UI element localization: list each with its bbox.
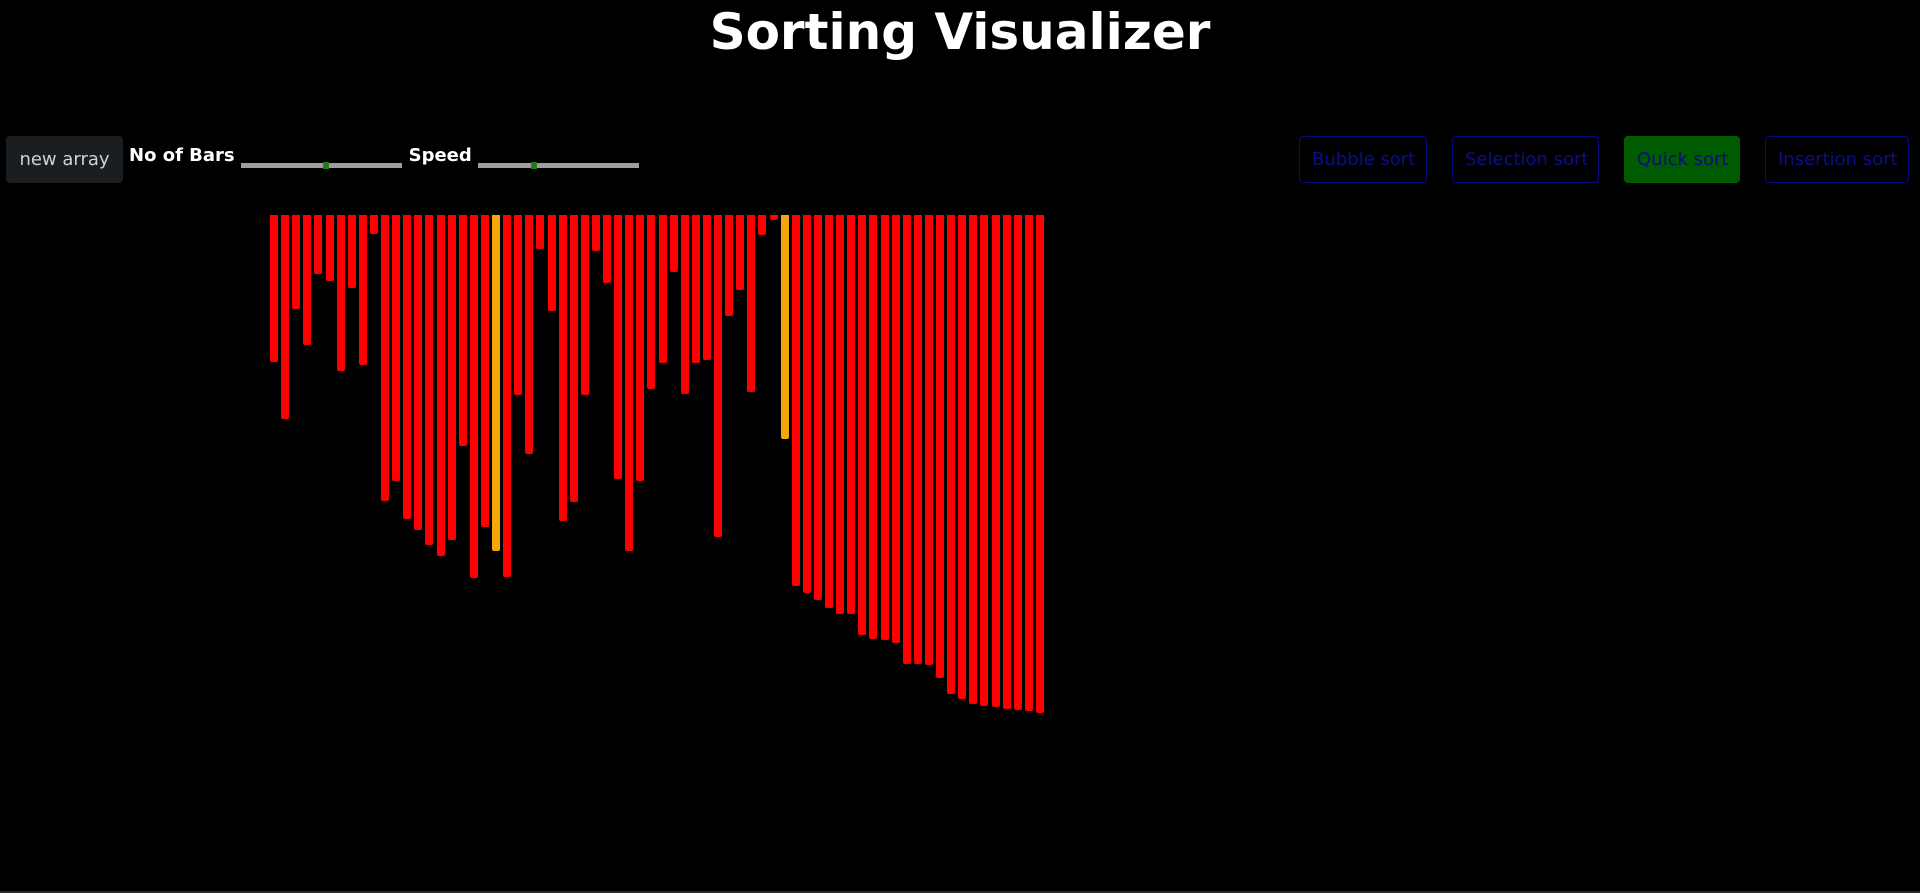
array-bar xyxy=(614,215,623,479)
array-bar xyxy=(847,215,856,614)
array-bar xyxy=(403,215,412,519)
array-bar xyxy=(325,215,334,281)
array-bar xyxy=(603,215,611,283)
array-bar xyxy=(480,215,489,527)
array-bar xyxy=(458,215,467,446)
array-bar xyxy=(281,215,290,419)
array-bar xyxy=(314,215,323,274)
array-bar xyxy=(725,215,734,316)
array-bar xyxy=(736,215,745,290)
speed-slider-track xyxy=(477,162,639,168)
array-bar xyxy=(358,215,367,365)
array-bar xyxy=(802,215,811,593)
array-bar xyxy=(991,215,1000,707)
array-bar xyxy=(825,215,833,608)
array-bar xyxy=(492,215,500,551)
selection-sort-button[interactable]: Selection sort xyxy=(1452,136,1599,183)
array-bar xyxy=(525,215,534,454)
bars-count-slider[interactable] xyxy=(240,150,402,170)
array-bar xyxy=(636,215,645,481)
array-bar xyxy=(625,215,634,551)
array-bar xyxy=(436,215,445,556)
array-bar xyxy=(392,215,401,481)
array-bar xyxy=(292,215,301,309)
array-bar xyxy=(669,215,678,272)
array-bar xyxy=(791,215,800,586)
new-array-button[interactable]: new array xyxy=(6,136,123,183)
array-bar xyxy=(924,215,933,665)
algorithm-buttons: Bubble sort Selection sort Quick sort In… xyxy=(1299,136,1909,183)
array-bar xyxy=(1024,215,1033,711)
array-bar xyxy=(880,215,889,640)
array-bar xyxy=(913,215,922,664)
bottom-divider xyxy=(0,891,1920,893)
array-bar xyxy=(891,215,900,643)
array-bar xyxy=(381,215,389,501)
array-bar xyxy=(547,215,556,311)
array-bar xyxy=(647,215,656,389)
array-bar xyxy=(369,215,378,234)
array-bar xyxy=(836,215,845,614)
array-bar xyxy=(980,215,989,706)
array-bar xyxy=(858,215,867,635)
array-bar xyxy=(503,215,512,577)
quick-sort-button[interactable]: Quick sort xyxy=(1624,136,1740,183)
speed-slider-thumb[interactable] xyxy=(531,161,538,169)
bars-slider-track xyxy=(240,162,402,168)
array-bar xyxy=(569,215,578,502)
array-bar xyxy=(580,215,589,395)
array-bar xyxy=(447,215,456,540)
array-bar xyxy=(1013,215,1022,710)
array-bar xyxy=(769,215,778,220)
array-bar xyxy=(536,215,545,249)
array-bar xyxy=(514,215,523,395)
array-bar xyxy=(691,215,700,363)
array-bar xyxy=(558,215,567,521)
array-bar xyxy=(425,215,434,545)
array-bar xyxy=(303,215,312,345)
array-bar xyxy=(958,215,967,699)
left-controls: new array No of Bars Speed xyxy=(6,136,639,183)
bubble-sort-button[interactable]: Bubble sort xyxy=(1299,136,1427,183)
speed-slider[interactable] xyxy=(477,150,639,170)
speed-label: Speed xyxy=(408,145,472,166)
array-bar xyxy=(1035,215,1044,713)
page-title: Sorting Visualizer xyxy=(709,3,1211,61)
array-bar xyxy=(270,215,278,362)
array-bar xyxy=(813,215,822,600)
bars-count-label: No of Bars xyxy=(129,145,235,166)
array-bar xyxy=(758,215,767,235)
array-bar xyxy=(1002,215,1011,709)
insertion-sort-button[interactable]: Insertion sort xyxy=(1765,136,1909,183)
array-bar xyxy=(336,215,345,371)
array-bar xyxy=(414,215,423,530)
array-bar xyxy=(658,215,667,363)
array-bar xyxy=(469,215,478,578)
array-bar xyxy=(869,215,878,639)
array-bar xyxy=(936,215,944,678)
array-bar xyxy=(591,215,600,251)
array-bar xyxy=(969,215,978,704)
array-bar xyxy=(347,215,356,288)
array-bar xyxy=(702,215,711,360)
array-bar xyxy=(714,215,722,537)
bars-slider-thumb[interactable] xyxy=(322,161,329,169)
array-bar xyxy=(680,215,689,394)
array-bar xyxy=(780,215,789,439)
array-bar xyxy=(947,215,956,694)
array-bar xyxy=(747,215,756,392)
array-bar xyxy=(902,215,911,664)
